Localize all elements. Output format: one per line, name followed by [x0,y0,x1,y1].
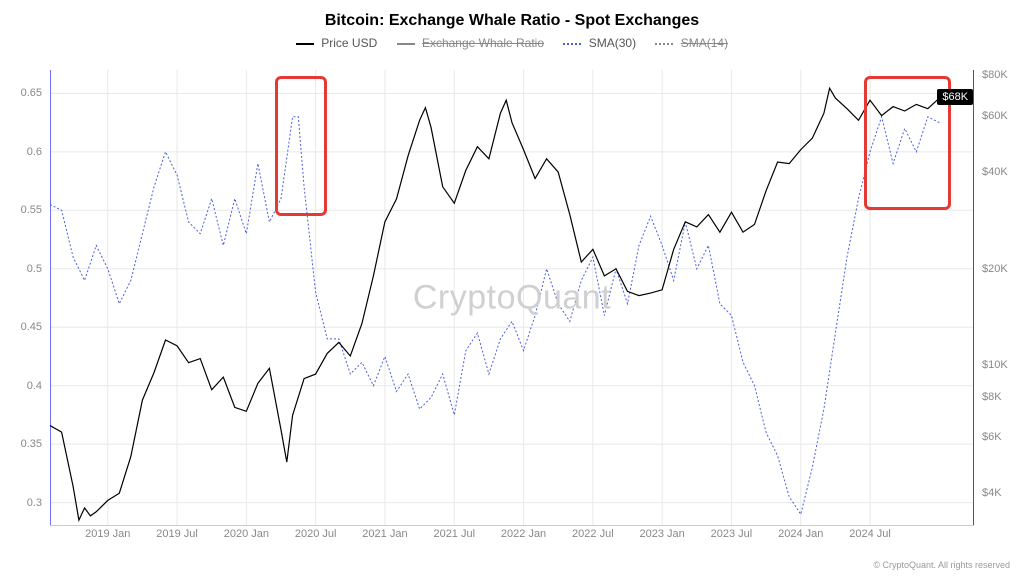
x-tick: 2021 Jul [433,528,475,540]
y-left-tick: 0.3 [27,497,42,509]
legend-label: SMA(30) [589,36,636,50]
legend-line-sma14 [655,43,673,45]
price-badge: $68K [937,89,973,105]
legend-label: Exchange Whale Ratio [422,36,544,50]
x-tick: 2024 Jul [849,528,891,540]
y-right-tick: $10K [982,359,1008,371]
y-left-tick: 0.45 [21,321,42,333]
y-right-tick: $60K [982,110,1008,122]
y-left-tick: 0.6 [27,146,42,158]
footer-copyright: © CryptoQuant. All rights reserved [873,560,1010,570]
y-right-tick: $80K [982,69,1008,81]
plot-svg [50,70,974,526]
y-right-tick: $40K [982,166,1008,178]
y-right-tick: $8K [982,391,1002,403]
y-left-tick: 0.5 [27,263,42,275]
legend-line-sma30 [563,43,581,45]
chart-title: Bitcoin: Exchange Whale Ratio - Spot Exc… [0,0,1024,30]
y-left-tick: 0.4 [27,380,42,392]
plot-area[interactable]: CryptoQuant $68K [50,70,974,526]
y-right-tick: $20K [982,263,1008,275]
chart-legend: Price USD Exchange Whale Ratio SMA(30) S… [0,30,1024,50]
legend-label: Price USD [321,36,377,50]
x-tick: 2024 Jan [778,528,823,540]
y-axis-left: 0.3 0.35 0.4 0.45 0.5 0.55 0.6 0.65 [0,70,48,526]
y-right-tick: $6K [982,431,1002,443]
legend-price-usd[interactable]: Price USD [296,36,377,50]
chart-container: Bitcoin: Exchange Whale Ratio - Spot Exc… [0,0,1024,576]
legend-line-ewr [397,43,415,45]
x-axis: 2019 Jan 2019 Jul 2020 Jan 2020 Jul 2021 Jan… [50,528,974,546]
legend-line-price [296,43,314,45]
y-right-tick: $4K [982,487,1002,499]
x-tick: 2022 Jan [501,528,546,540]
x-tick: 2020 Jan [224,528,269,540]
y-axis-right: $4K $6K $8K $10K $20K $40K $60K $80K [976,70,1024,526]
x-tick: 2023 Jan [640,528,685,540]
x-tick: 2023 Jul [711,528,753,540]
x-tick: 2022 Jul [572,528,614,540]
legend-ewr[interactable]: Exchange Whale Ratio [397,36,544,50]
legend-sma14[interactable]: SMA(14) [655,36,728,50]
legend-label: SMA(14) [681,36,728,50]
y-left-tick: 0.65 [21,87,42,99]
y-left-tick: 0.35 [21,438,42,450]
x-tick: 2019 Jul [156,528,198,540]
y-left-tick: 0.55 [21,204,42,216]
x-tick: 2020 Jul [295,528,337,540]
legend-sma30[interactable]: SMA(30) [563,36,636,50]
x-tick: 2019 Jan [85,528,130,540]
x-tick: 2021 Jan [362,528,407,540]
